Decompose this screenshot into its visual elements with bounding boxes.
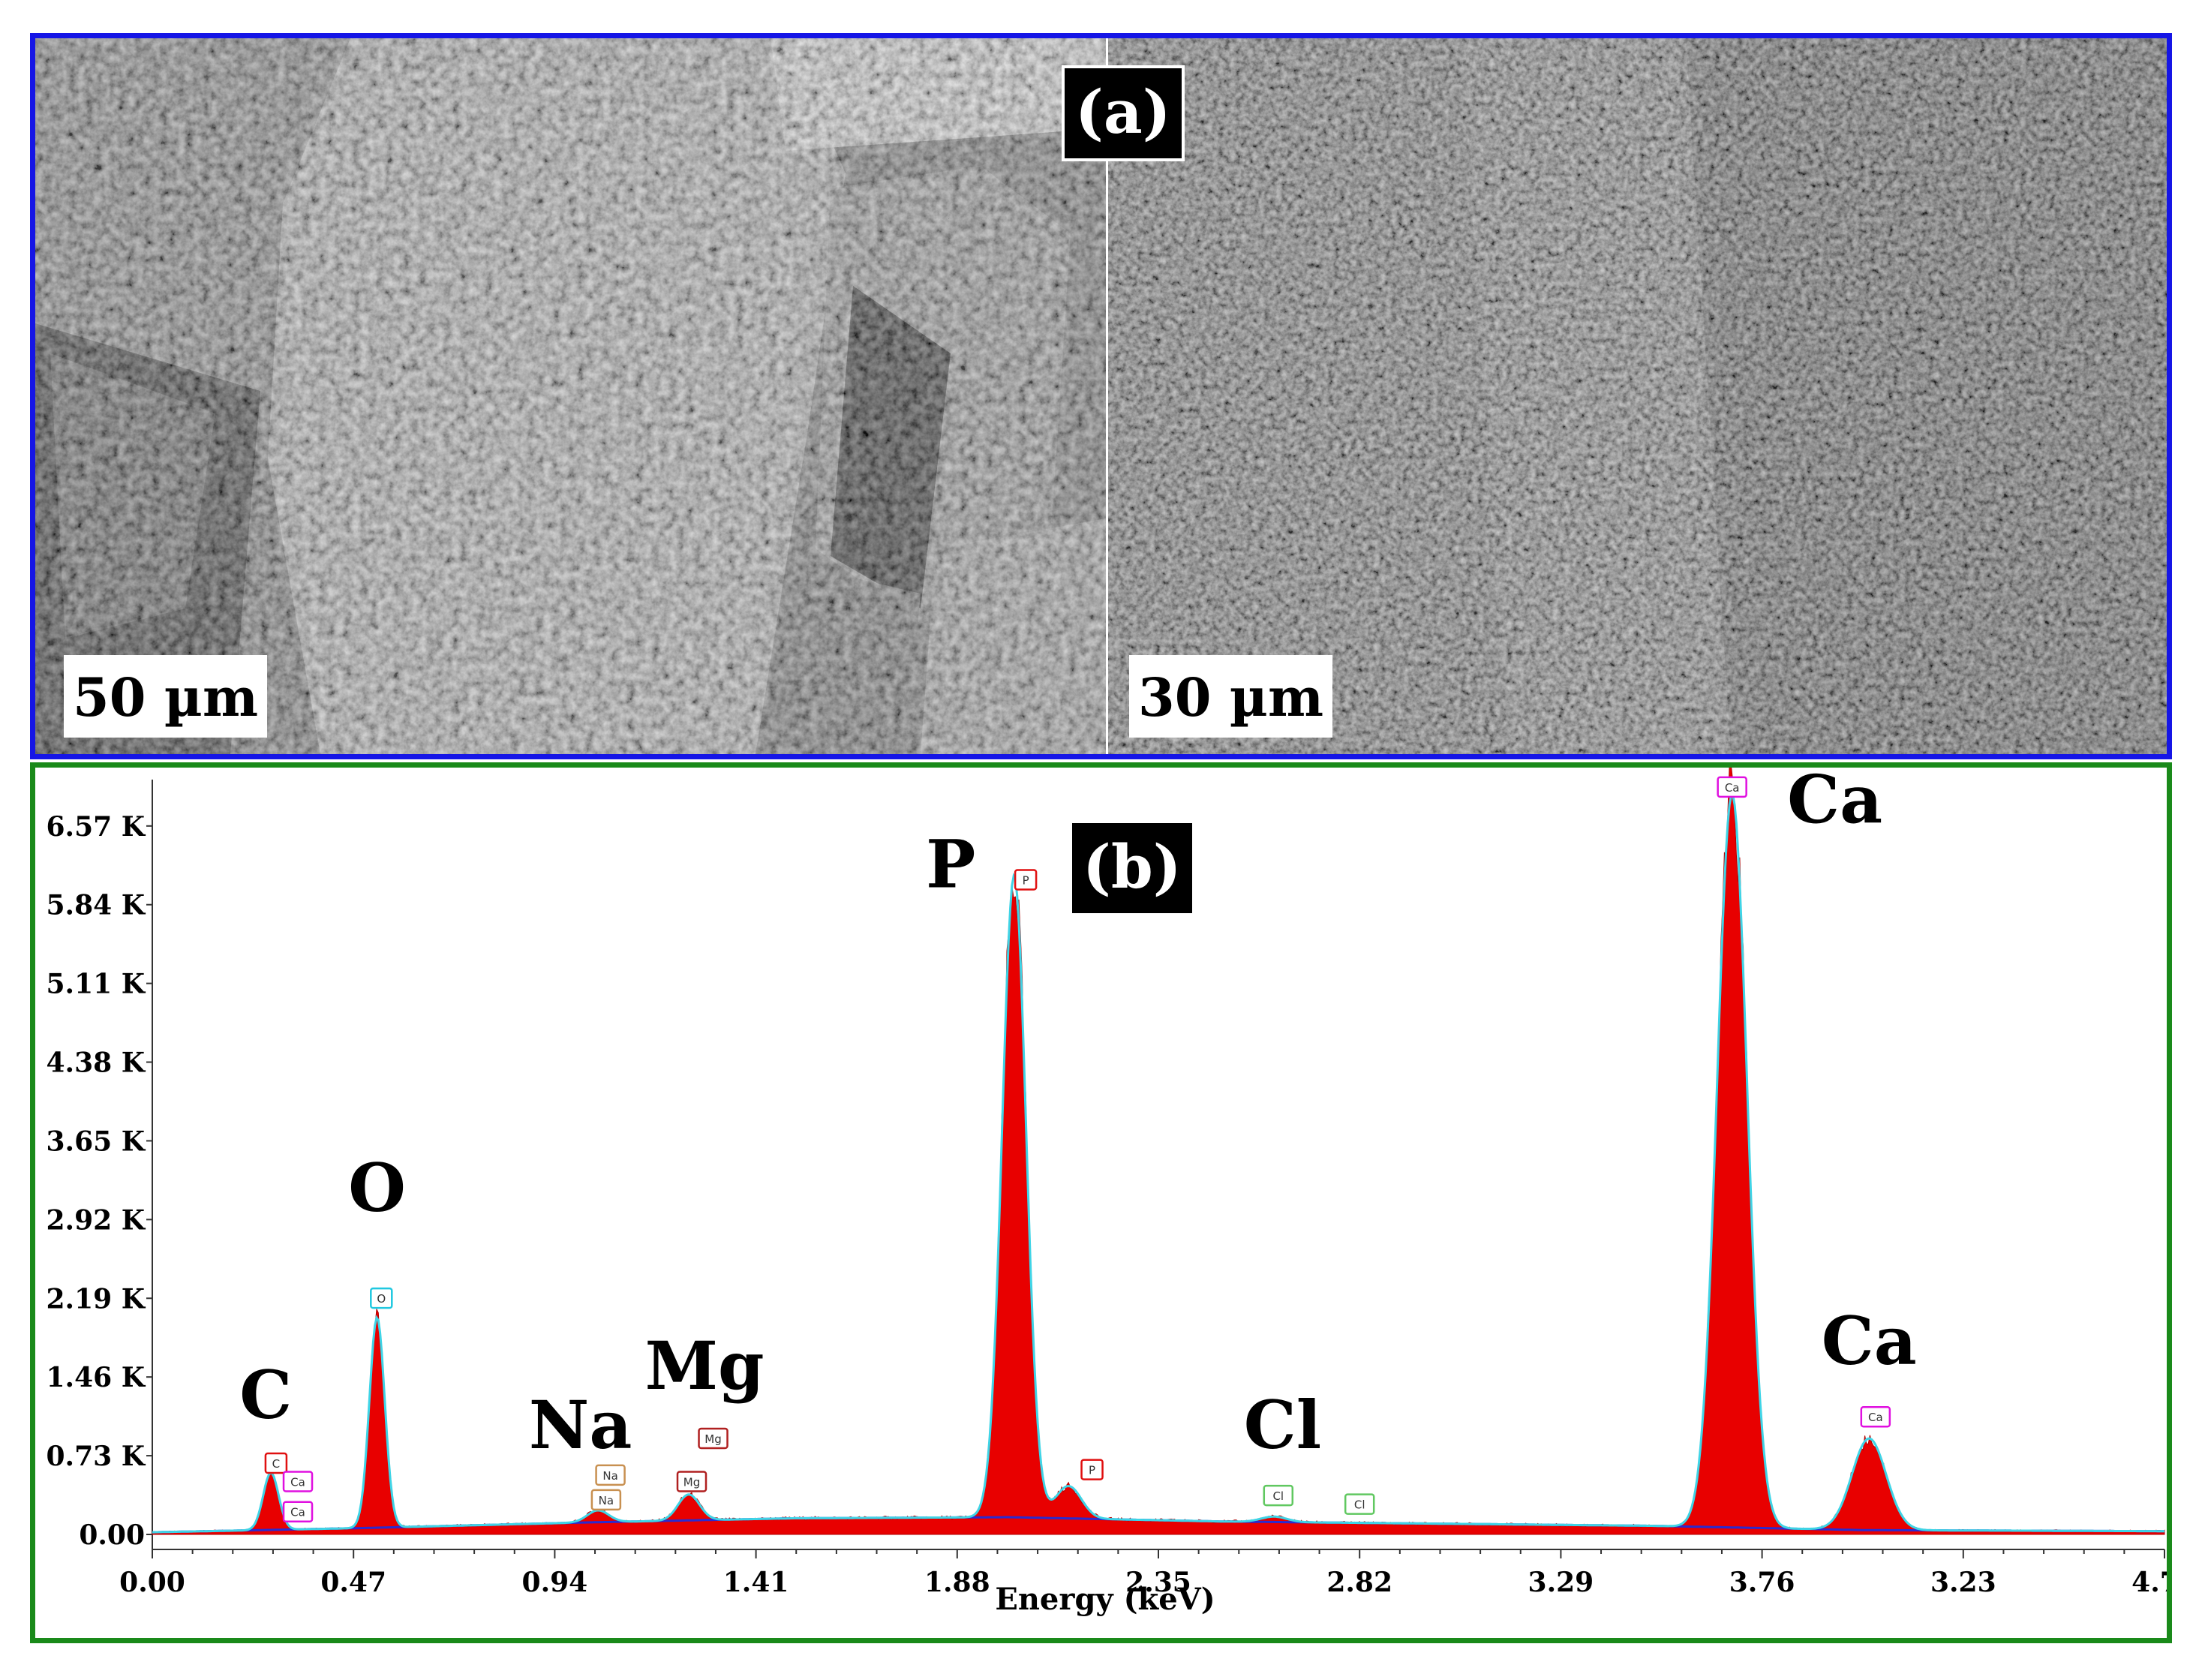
peak-marker: Cl bbox=[1344, 1493, 1375, 1515]
x-tick-label: 1.88 bbox=[924, 1567, 990, 1598]
panel-b-eds-spectrum: 0.00 0.73 K 1.46 K 2.19 K 2.92 K 3.65 K 4.38 K… bbox=[30, 762, 2172, 1643]
peak-marker: Cl bbox=[1263, 1484, 1294, 1507]
peak-marker: Ca bbox=[282, 1501, 314, 1522]
peak-marker: Na bbox=[590, 1489, 622, 1511]
sem-micrographs bbox=[35, 38, 2167, 754]
x-tick-label: 2.82 bbox=[1326, 1567, 1392, 1598]
peak-marker-box bbox=[282, 1501, 314, 1522]
peak-marker-text: O bbox=[377, 1292, 386, 1306]
peak-marker-box bbox=[676, 1471, 707, 1492]
peak-marker-text: Na bbox=[599, 1494, 614, 1507]
peak-marker-text: Ca bbox=[1725, 781, 1740, 795]
eds-spectrum-chart: 0.00 0.73 K 1.46 K 2.19 K 2.92 K 3.65 K 4.38 K… bbox=[46, 768, 2167, 1617]
peak-marker-text: Na bbox=[602, 1469, 617, 1483]
y-tick-label: 6.57 K bbox=[46, 811, 146, 843]
y-tick-label: 0.73 K bbox=[46, 1441, 146, 1472]
element-label: O bbox=[348, 1149, 406, 1227]
peak-marker: Mg bbox=[676, 1471, 707, 1492]
peak-marker-text: Ca bbox=[1868, 1411, 1883, 1424]
peak-marker: Ca bbox=[282, 1471, 314, 1492]
peak-marker-box bbox=[1717, 776, 1747, 798]
peak-marker-box bbox=[264, 1452, 288, 1474]
peak-marker-text: Ca bbox=[290, 1475, 305, 1489]
y-tick-label: 5.84 K bbox=[46, 890, 146, 921]
x-tick-label: 3.23 bbox=[1930, 1567, 1996, 1598]
image-divider bbox=[1106, 38, 1108, 754]
x-tick-label: 3.76 bbox=[1729, 1567, 1795, 1598]
y-tick-label: 5.11 K bbox=[46, 969, 146, 1000]
x-tick-label: 0.94 bbox=[522, 1567, 588, 1598]
peak-marker-text: P bbox=[1023, 874, 1029, 888]
peak-marker-box bbox=[370, 1287, 393, 1309]
panel-a-sem-images: 50 µm 30 µm (a) bbox=[30, 33, 2172, 759]
peak-marker-box bbox=[698, 1427, 728, 1450]
peak-marker: P bbox=[1014, 869, 1038, 891]
y-tick-label: 1.46 K bbox=[46, 1362, 146, 1393]
peak-marker-box bbox=[595, 1464, 626, 1486]
peak-marker-text: Mg bbox=[704, 1432, 721, 1446]
peak-marker: O bbox=[370, 1287, 393, 1309]
peak-marker-box bbox=[282, 1471, 314, 1492]
peak-marker-text: C bbox=[272, 1457, 280, 1471]
x-tick-label: 2.35 bbox=[1125, 1567, 1191, 1598]
peak-marker-box bbox=[1014, 869, 1038, 891]
peak-marker-box bbox=[1080, 1459, 1104, 1480]
fit-line bbox=[152, 794, 2164, 1534]
scale-bar-label-right: 30 µm bbox=[1129, 655, 1333, 738]
x-tick-label: 0.47 bbox=[320, 1567, 386, 1598]
chart-axes: 0.00 0.73 K 1.46 K 2.19 K 2.92 K 3.65 K 4.38 K… bbox=[46, 780, 2167, 1598]
chart-series bbox=[152, 768, 2165, 1535]
peak-marker: Ca bbox=[1860, 1405, 1891, 1428]
element-label: Mg bbox=[645, 1327, 765, 1405]
x-tick-label: 1.41 bbox=[723, 1567, 789, 1598]
element-label: P bbox=[926, 825, 975, 903]
peak-marker-text: Cl bbox=[1354, 1498, 1365, 1512]
peak-marker-box bbox=[1344, 1493, 1375, 1515]
x-tick-label: 0.00 bbox=[119, 1567, 185, 1598]
y-tick-label: 3.65 K bbox=[46, 1126, 146, 1157]
peak-marker: Ca bbox=[1717, 776, 1747, 798]
element-label: Cl bbox=[1244, 1386, 1321, 1464]
y-tick-label: 0.00 bbox=[79, 1519, 145, 1551]
panel-b-label: (b) bbox=[1069, 820, 1195, 916]
element-label: Ca bbox=[1822, 1302, 1917, 1380]
scale-bar-label-left: 50 µm bbox=[64, 655, 268, 738]
peak-marker: Mg bbox=[698, 1427, 728, 1450]
peak-marker-text: P bbox=[1089, 1464, 1095, 1477]
peak-marker-text: Mg bbox=[683, 1475, 700, 1489]
element-label: C bbox=[239, 1356, 292, 1434]
peak-marker-box bbox=[1263, 1484, 1294, 1507]
peak-marker-box bbox=[1860, 1405, 1891, 1428]
peak-marker: Na bbox=[595, 1464, 626, 1486]
peak-marker-text: Ca bbox=[290, 1506, 305, 1519]
peak-marker: P bbox=[1080, 1459, 1104, 1480]
y-tick-label: 2.19 K bbox=[46, 1283, 146, 1315]
y-tick-label: 2.92 K bbox=[46, 1204, 146, 1236]
element-label: Na bbox=[529, 1386, 632, 1464]
panel-a-label: (a) bbox=[1062, 65, 1185, 161]
peak-marker-box bbox=[590, 1489, 622, 1511]
x-tick-label: 4.70 bbox=[2131, 1567, 2167, 1598]
x-axis-label: Energy (keV) bbox=[995, 1582, 1215, 1617]
y-tick-label: 4.38 K bbox=[46, 1047, 146, 1079]
x-tick-label: 3.29 bbox=[1528, 1567, 1594, 1598]
element-label: Ca bbox=[1787, 768, 1882, 838]
peak-marker-text: Cl bbox=[1272, 1489, 1284, 1503]
peak-marker: C bbox=[264, 1452, 288, 1474]
